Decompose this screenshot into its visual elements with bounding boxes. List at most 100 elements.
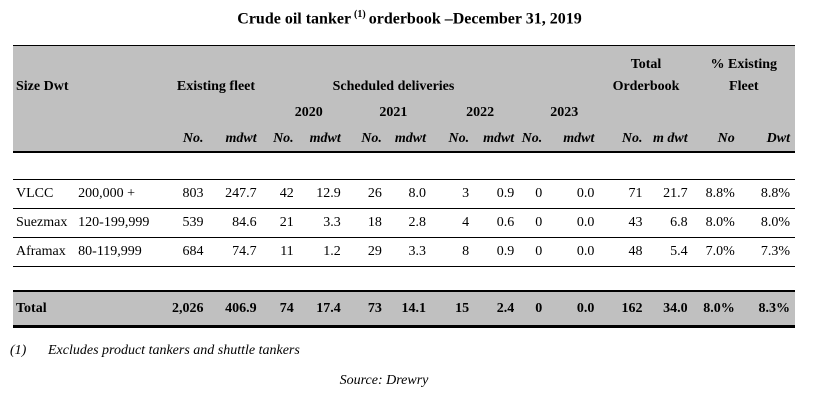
cell-size: Aframax [13, 237, 77, 268]
cell-2022-no: 4 [431, 208, 475, 239]
cell-2020-no: 42 [261, 179, 299, 210]
cell-existing-mdwt: 247.7 [208, 179, 262, 210]
header-row-group-top: Total % Existing [13, 45, 795, 74]
cell-pct-no: 8.8% [692, 179, 740, 210]
cell-2020-mdwt: 12.9 [298, 179, 346, 210]
cell-2022-no: 3 [431, 179, 475, 210]
table-row-vlcc: VLCC 200,000 + 803 247.7 42 12.9 26 8.0 … [13, 179, 795, 210]
cell-2020-no: 21 [261, 208, 299, 239]
cell-2020-mdwt: 17.4 [298, 290, 346, 329]
header-row-units: No. mdwt No. mdwt No. mdwt No. mdwt No. … [13, 126, 795, 153]
table-row-total: Total 2,026 406.9 74 17.4 73 14.1 15 2.4… [13, 290, 795, 329]
cell-pct-dwt: 8.3% [739, 290, 795, 329]
header-size-dwt: Size Dwt [13, 73, 159, 101]
header-total-orderbook-line2: Orderbook [599, 73, 693, 101]
cell-2023-mdwt: 0.0 [547, 290, 600, 329]
cell-existing-mdwt: 74.7 [208, 237, 262, 268]
footnote-marker: (1) [10, 343, 27, 359]
cell-pct-dwt: 8.0% [739, 208, 795, 239]
cell-pct-no: 7.0% [692, 237, 740, 268]
cell-2023-no: 0 [519, 179, 548, 210]
cell-2021-mdwt: 14.1 [386, 290, 431, 329]
table-row-aframax: Aframax 80-119,999 684 74.7 11 1.2 29 3.… [13, 237, 795, 268]
header-orderbook-no: No. [599, 126, 648, 153]
footnote-text: Excludes product tankers and shuttle tan… [48, 343, 300, 359]
header-year-2022: 2022 [431, 100, 520, 127]
title-prefix: Crude oil tanker [237, 10, 352, 28]
header-2022-mdwt: mdwt [474, 126, 520, 153]
header-year-2021: 2021 [345, 100, 431, 127]
cell-2020-no: 74 [261, 290, 299, 329]
cell-size: Suezmax [13, 208, 77, 239]
cell-orderbook-no: 43 [599, 208, 648, 239]
cell-2021-no: 26 [345, 179, 387, 210]
header-orderbook-mdwt: m dwt [647, 126, 693, 153]
header-2021-mdwt: mdwt [386, 126, 431, 153]
cell-2022-mdwt: 2.4 [474, 290, 520, 329]
cell-2021-no: 18 [345, 208, 387, 239]
cell-2021-mdwt: 3.3 [386, 237, 431, 268]
cell-existing-mdwt: 406.9 [208, 290, 262, 329]
cell-2021-mdwt: 8.0 [386, 179, 431, 210]
header-existing-mdwt: mdwt [208, 126, 262, 153]
header-2023-no: No. [519, 126, 548, 153]
header-2023-mdwt: mdwt [547, 126, 600, 153]
cell-orderbook-mdwt: 6.8 [647, 208, 693, 239]
cell-2022-no: 15 [431, 290, 475, 329]
cell-2021-mdwt: 2.8 [386, 208, 431, 239]
cell-2022-mdwt: 0.9 [474, 179, 520, 210]
source-credit: Source: Drewry [339, 373, 429, 389]
header-pct-existing-line2: Fleet [692, 73, 795, 101]
cell-orderbook-no: 48 [599, 237, 648, 268]
title-footnote-marker: (1) [354, 9, 366, 20]
cell-size: Total [13, 290, 77, 329]
cell-2022-no: 8 [431, 237, 475, 268]
cell-orderbook-mdwt: 5.4 [647, 237, 693, 268]
header-gap-row [13, 152, 795, 181]
cell-dwt-range [76, 290, 159, 329]
cell-existing-no: 2,026 [158, 290, 209, 329]
cell-2023-mdwt: 0.0 [547, 208, 600, 239]
cell-2023-no: 0 [519, 237, 548, 268]
cell-orderbook-no: 162 [599, 290, 648, 329]
header-year-2020: 2020 [261, 100, 346, 127]
header-pct-no: No [692, 126, 740, 153]
footnote: (1) Excludes product tankers and shuttle… [10, 343, 819, 359]
cell-existing-mdwt: 84.6 [208, 208, 262, 239]
header-scheduled-deliveries: Scheduled deliveries [261, 73, 600, 101]
cell-pct-dwt: 7.3% [739, 237, 795, 268]
cell-orderbook-mdwt: 34.0 [647, 290, 693, 329]
cell-2022-mdwt: 0.9 [474, 237, 520, 268]
header-2020-mdwt: mdwt [298, 126, 346, 153]
cell-2022-mdwt: 0.6 [474, 208, 520, 239]
header-existing-fleet: Existing fleet [158, 73, 262, 101]
orderbook-table: Total % Existing Size Dwt Existing fleet… [13, 45, 795, 329]
cell-2021-no: 73 [345, 290, 387, 329]
cell-pct-no: 8.0% [692, 208, 740, 239]
title-suffix: orderbook –December 31, 2019 [368, 10, 582, 28]
cell-existing-no: 803 [158, 179, 209, 210]
cell-dwt-range: 200,000 + [76, 179, 159, 210]
total-gap-row [13, 267, 795, 292]
cell-2020-no: 11 [261, 237, 299, 268]
cell-size: VLCC [13, 179, 77, 210]
cell-2023-no: 0 [519, 290, 548, 329]
header-total-orderbook-line1: Total [599, 45, 693, 74]
page-title: Crude oil tanker (1) orderbook –December 3… [0, 9, 819, 28]
cell-orderbook-mdwt: 21.7 [647, 179, 693, 210]
cell-2020-mdwt: 3.3 [298, 208, 346, 239]
cell-2023-mdwt: 0.0 [547, 237, 600, 268]
cell-dwt-range: 80-119,999 [76, 237, 159, 268]
cell-2021-no: 29 [345, 237, 387, 268]
header-row-group-main: Size Dwt Existing fleet Scheduled delive… [13, 73, 795, 101]
cell-2023-mdwt: 0.0 [547, 179, 600, 210]
header-row-years: 2020 2021 2022 2023 [13, 100, 795, 127]
header-2021-no: No. [345, 126, 387, 153]
cell-pct-no: 8.0% [692, 290, 740, 329]
cell-pct-dwt: 8.8% [739, 179, 795, 210]
header-pct-existing-line1: % Existing [692, 45, 795, 74]
cell-2023-no: 0 [519, 208, 548, 239]
cell-existing-no: 684 [158, 237, 209, 268]
header-existing-no: No. [158, 126, 209, 153]
